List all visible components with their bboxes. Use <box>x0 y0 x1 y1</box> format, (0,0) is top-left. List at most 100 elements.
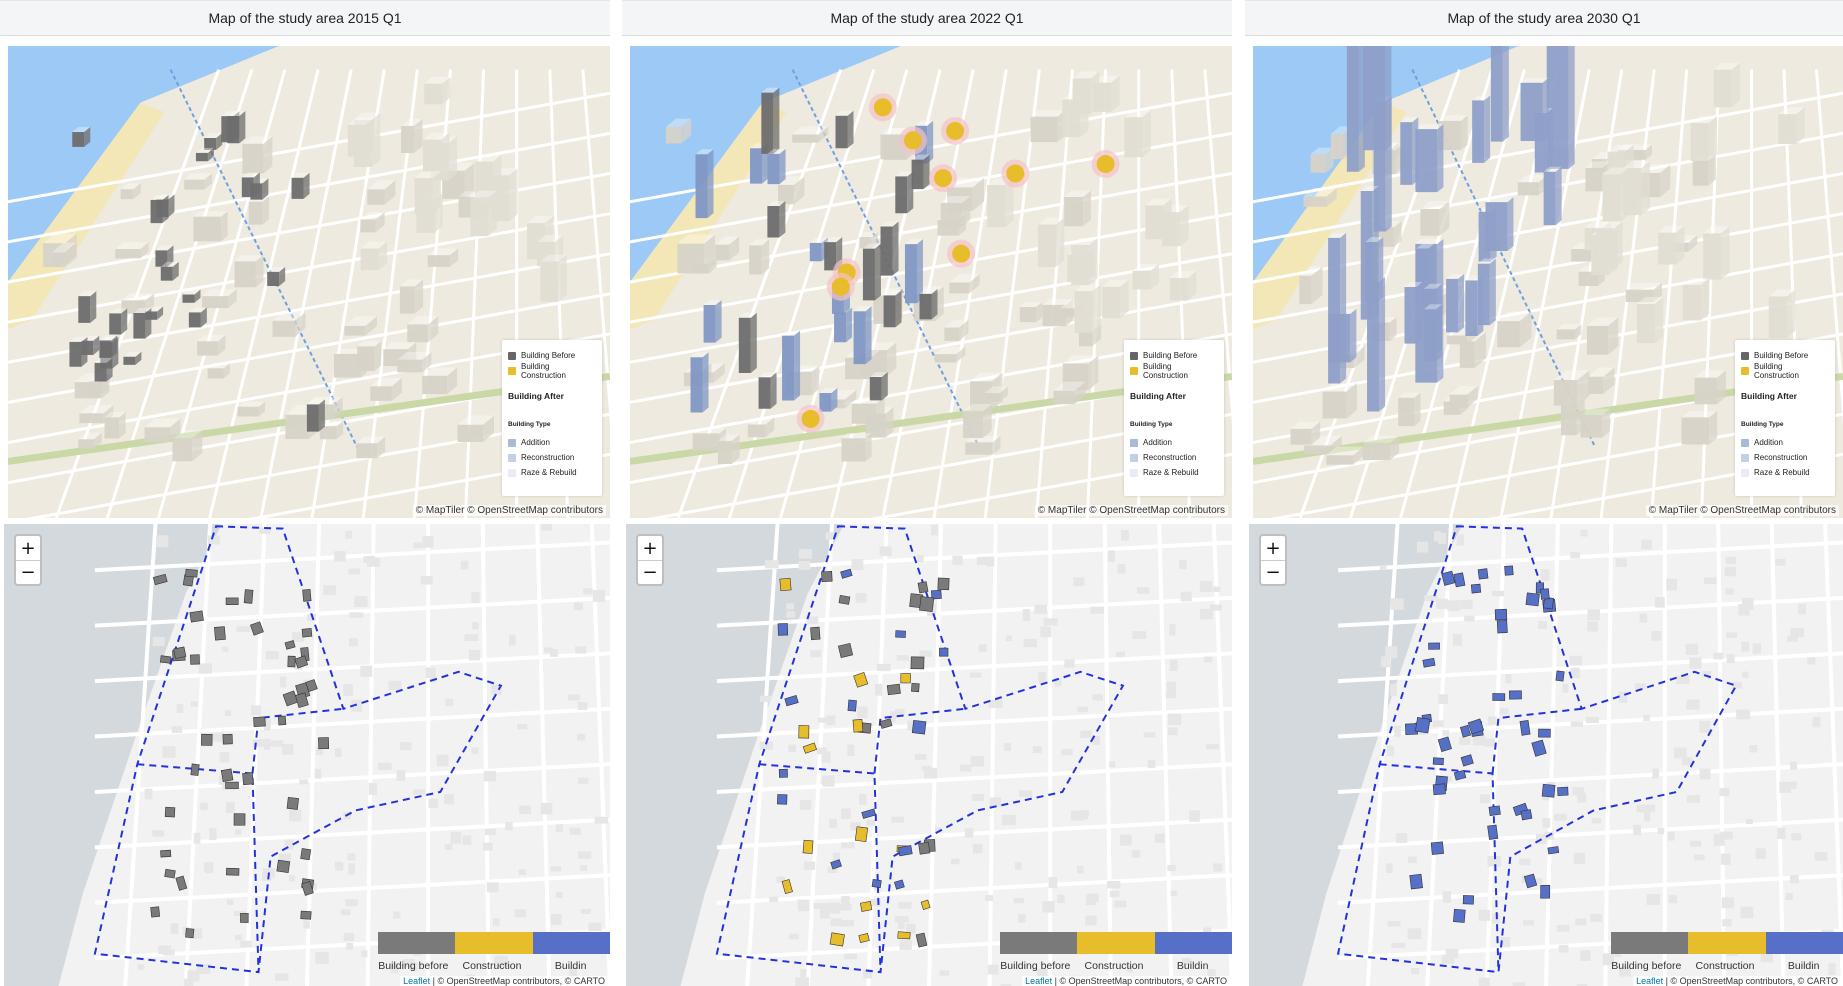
zoom-out-button[interactable]: − <box>638 560 662 584</box>
background-building <box>265 651 279 660</box>
map-attribution[interactable]: © MapTiler © OpenStreetMap contributors <box>1034 505 1228 516</box>
background-building <box>253 739 265 747</box>
background-building <box>1505 673 1512 684</box>
background-building <box>575 646 587 654</box>
map-attribution[interactable]: © MapTiler © OpenStreetMap contributors <box>1645 505 1839 516</box>
background-building <box>1200 608 1213 620</box>
building-after <box>1477 568 1489 580</box>
background-building <box>471 747 479 755</box>
building-after <box>831 388 838 412</box>
background-building <box>1654 596 1665 608</box>
building-after <box>1328 237 1341 384</box>
building-after <box>1557 786 1569 796</box>
street <box>987 524 998 986</box>
background-building <box>1686 699 1700 710</box>
building-before <box>249 621 264 636</box>
background-building <box>588 922 602 931</box>
background-building <box>1092 736 1101 745</box>
background-building <box>778 184 795 205</box>
building-after <box>840 568 853 579</box>
building-before <box>84 127 91 147</box>
building-after <box>1460 754 1474 767</box>
zoom-out-button[interactable]: − <box>1261 560 1285 584</box>
map-3d-view[interactable]: Building Before Building Construction Bu… <box>8 46 610 518</box>
leaflet-link[interactable]: Leaflet <box>403 976 431 986</box>
background-building <box>1206 744 1219 750</box>
background-building <box>200 802 208 811</box>
building-before <box>295 692 309 708</box>
background-building <box>949 282 970 294</box>
background-building <box>1022 609 1031 622</box>
building-before <box>152 573 168 586</box>
background-building <box>1019 790 1033 797</box>
background-building <box>1708 116 1718 161</box>
building-after <box>819 393 832 412</box>
background-building <box>1603 367 1615 394</box>
building-after <box>853 306 872 312</box>
map-2d-view[interactable]: + − Building before Construction Buildin… <box>626 524 1232 986</box>
background-building <box>1570 721 1584 727</box>
background-building <box>577 701 588 710</box>
map-2d-view[interactable]: + − Building before Construction Buildin… <box>1249 524 1843 986</box>
background-building <box>944 319 969 328</box>
background-building <box>1090 71 1100 115</box>
background-building <box>1076 866 1084 874</box>
beach <box>8 102 165 330</box>
legend-heading-after: Building After <box>1130 391 1186 401</box>
background-building <box>1064 659 1075 668</box>
background-building <box>829 818 837 829</box>
building-after <box>927 120 934 164</box>
legend-bar-before <box>378 932 456 954</box>
map-2d-plan <box>4 524 610 986</box>
building-after <box>1412 117 1419 185</box>
construction-marker <box>831 277 850 296</box>
leaflet-link[interactable]: Leaflet <box>1636 976 1664 986</box>
background-building <box>1036 301 1043 323</box>
background-building <box>203 862 214 872</box>
leaflet-link[interactable]: Leaflet <box>1025 976 1053 986</box>
background-building <box>1004 743 1011 751</box>
building-before <box>200 307 207 328</box>
building-before <box>919 596 935 613</box>
building-after <box>1432 757 1444 766</box>
background-building <box>1034 604 1047 614</box>
legend-label-before: Building before <box>378 960 449 972</box>
map-3d-view[interactable]: Building Before Building Construction Bu… <box>1253 46 1843 518</box>
background-building <box>493 154 502 204</box>
background-building <box>879 546 892 557</box>
study-area-boundary <box>137 763 260 973</box>
background-building <box>1108 550 1115 562</box>
zoom-in-button[interactable]: + <box>20 537 36 559</box>
background-building <box>1573 852 1586 864</box>
building-after <box>794 330 801 401</box>
legend-swatch-addition <box>1741 438 1749 447</box>
background-building <box>152 830 165 837</box>
map-2d-view[interactable]: + − Building before Construction Buildin… <box>4 524 610 986</box>
building-before <box>195 147 214 153</box>
zoom-out-button[interactable]: − <box>16 560 40 584</box>
building-construction <box>854 826 869 842</box>
background-building <box>1575 324 1582 340</box>
background-building <box>1169 271 1197 279</box>
background-building <box>731 434 740 464</box>
building-before <box>761 87 780 93</box>
map-3d-view[interactable]: Building Before Building Construction Bu… <box>630 46 1232 518</box>
background-building <box>475 154 502 162</box>
background-building <box>228 289 237 309</box>
sea <box>4 524 223 986</box>
background-building <box>1199 581 1212 593</box>
zoom-in-button[interactable]: + <box>1265 537 1281 559</box>
building-before <box>758 372 777 378</box>
background-building <box>1037 968 1048 981</box>
background-building <box>349 612 364 618</box>
building-before <box>835 115 848 149</box>
building-construction <box>798 725 810 739</box>
building-before <box>895 176 908 214</box>
background-building <box>962 196 971 227</box>
map-attribution[interactable]: © MapTiler © OpenStreetMap contributors <box>412 505 606 516</box>
background-building <box>225 801 235 813</box>
zoom-in-button[interactable]: + <box>642 537 658 559</box>
background-building <box>1607 144 1634 152</box>
building-before <box>302 589 312 602</box>
background-building <box>1414 392 1421 427</box>
